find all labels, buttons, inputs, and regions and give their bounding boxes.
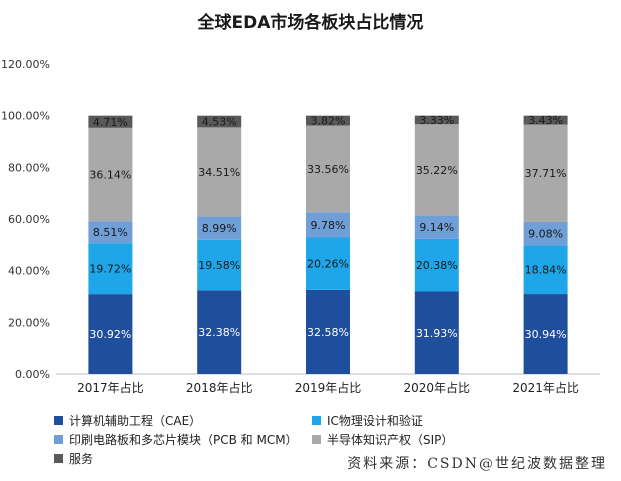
data-label: 31.93% (416, 327, 458, 340)
bar-segment (414, 291, 459, 374)
bar-segment (306, 115, 350, 126)
data-label: 4.71% (93, 116, 128, 129)
y-tick-label: 0.00% (15, 368, 50, 381)
data-label: 3.43% (528, 114, 563, 127)
data-label: 37.71% (525, 167, 567, 180)
bar-segment (414, 215, 459, 239)
data-label: 3.33% (419, 114, 454, 127)
bar-segment (88, 294, 133, 374)
bar-segment (523, 221, 568, 246)
data-label: 32.38% (198, 326, 240, 339)
legend-swatch-services (54, 454, 63, 463)
data-label: 9.78% (311, 219, 346, 232)
bar-segment (306, 212, 350, 238)
bar-segment (414, 124, 459, 216)
legend-item-pcb-mcm[interactable]: 印刷电路板和多芯片模块（PCB 和 MCM） (54, 431, 298, 448)
y-tick-label: 40.00% (8, 265, 50, 278)
x-tick-label: 2021年占比 (512, 380, 579, 395)
data-label: 36.14% (89, 169, 131, 182)
data-label: 9.14% (419, 221, 454, 234)
data-label: 8.51% (93, 226, 128, 239)
bar-segment (88, 221, 133, 244)
source-note: 资料来源：CSDN@世纪波数据整理 (347, 456, 607, 472)
data-label: 18.84% (525, 264, 567, 277)
bar-segment (306, 125, 350, 213)
bar-segment (88, 243, 133, 295)
y-tick-label: 20.00% (8, 316, 50, 329)
bar-segment (414, 238, 459, 292)
bar-segment (306, 289, 350, 374)
bar-segment (88, 127, 133, 222)
bar-segment (523, 124, 568, 222)
legend-item-ic-physical[interactable]: IC物理设计和验证 (312, 412, 423, 429)
chart-title: 全球EDA市场各板块占比情况 (197, 13, 424, 33)
legend-swatch-cae (54, 416, 63, 425)
data-label: 30.94% (525, 328, 567, 341)
bar-segment (523, 294, 568, 374)
bar-segment (88, 115, 133, 128)
data-label: 4.53% (202, 116, 237, 129)
legend-swatch-pcb-mcm (54, 435, 63, 444)
legend-label-sip: 半导体知识产权（SIP） (327, 433, 454, 447)
y-tick-label: 60.00% (8, 213, 50, 226)
legend-item-sip[interactable]: 半导体知识产权（SIP） (312, 431, 453, 448)
data-label: 8.99% (202, 222, 237, 235)
bar-segment (197, 115, 242, 128)
data-label: 32.58% (307, 326, 349, 339)
legend-swatch-sip (312, 435, 321, 444)
bar-segment (523, 245, 568, 295)
legend-item-cae[interactable]: 计算机辅助工程（CAE） (54, 412, 201, 429)
bar-segment (523, 115, 568, 125)
data-label: 20.26% (307, 258, 349, 271)
x-tick-label: 2020年占比 (404, 380, 471, 395)
data-label: 19.72% (89, 263, 131, 276)
legend-label-pcb-mcm: 印刷电路板和多芯片模块（PCB 和 MCM） (69, 433, 298, 447)
legend-swatch-ic-physical (312, 416, 321, 425)
y-tick-label: 80.00% (8, 161, 50, 174)
x-tick-label: 2019年占比 (295, 380, 362, 395)
bar-segment (414, 115, 459, 125)
data-label: 19.58% (198, 259, 240, 272)
y-tick-label: 120.00% (1, 58, 50, 71)
bar-segment (197, 127, 242, 217)
legend-label-ic-physical: IC物理设计和验证 (327, 414, 423, 428)
data-label: 30.92% (89, 328, 131, 341)
legend: 计算机辅助工程（CAE） IC物理设计和验证 印刷电路板和多芯片模块（PCB 和… (54, 412, 614, 478)
legend-label-cae: 计算机辅助工程（CAE） (69, 414, 202, 428)
bar-segment (306, 237, 350, 290)
legend-item-services[interactable]: 服务 (54, 450, 93, 467)
bar-segment (197, 239, 242, 291)
x-tick-label: 2018年占比 (186, 380, 253, 395)
data-label: 20.38% (416, 259, 458, 272)
bar-segment (197, 216, 242, 240)
legend-label-services: 服务 (69, 452, 94, 466)
data-label: 34.51% (198, 166, 240, 179)
data-label: 9.08% (528, 228, 563, 241)
data-label: 33.56% (307, 163, 349, 176)
data-label: 35.22% (416, 164, 458, 177)
data-label: 3.82% (311, 115, 346, 128)
bar-segment (197, 290, 242, 374)
x-tick-label: 2017年占比 (77, 380, 144, 395)
chart-plot: 0.00% 20.00% 40.00% 60.00% 80.00% 100.00% 120.… (1, 58, 600, 395)
y-tick-label: 100.00% (1, 110, 50, 123)
